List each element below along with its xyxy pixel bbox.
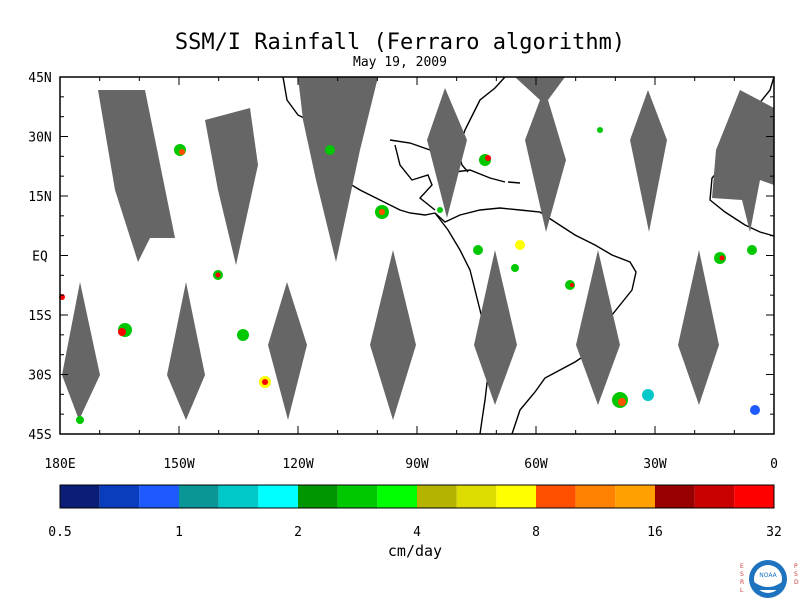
colorbar-swatch bbox=[298, 485, 338, 508]
colorbar-swatch bbox=[179, 485, 219, 508]
swath-gap bbox=[268, 282, 307, 420]
rain-patch bbox=[515, 240, 525, 250]
colorbar-swatch bbox=[377, 485, 417, 508]
colorbar bbox=[59, 484, 775, 509]
swath-gap bbox=[205, 108, 258, 265]
swath-gaps bbox=[62, 77, 774, 420]
rain-patch bbox=[262, 379, 268, 385]
longitude-label: 150W bbox=[163, 457, 194, 472]
rain-patch bbox=[597, 127, 603, 133]
rain-patch bbox=[473, 245, 483, 255]
swath-gap bbox=[62, 282, 100, 420]
colorbar-swatch bbox=[218, 485, 259, 508]
rain-patch bbox=[750, 405, 760, 415]
colorbar-swatch bbox=[99, 485, 140, 508]
longitude-label: 0 bbox=[770, 457, 778, 472]
colorbar-frame bbox=[59, 484, 775, 509]
rain-patch bbox=[379, 209, 385, 215]
swath-gap bbox=[515, 77, 566, 232]
latitude-label: 15N bbox=[28, 190, 51, 205]
colorbar-unit-label: cm/day bbox=[387, 542, 443, 560]
rain-patch bbox=[618, 398, 626, 406]
colorbar-tick-label: 16 bbox=[647, 525, 663, 540]
colorbar-swatch bbox=[60, 485, 100, 508]
colorbar-tick-label: 0.5 bbox=[48, 525, 71, 540]
colorbar-swatch bbox=[417, 485, 457, 508]
swath-gap bbox=[576, 250, 620, 405]
colorbar-swatch bbox=[258, 485, 298, 508]
latitude-label: 45N bbox=[28, 71, 51, 86]
yucatan-coast bbox=[394, 144, 436, 211]
latitude-label: 45S bbox=[28, 428, 51, 443]
swath-gap bbox=[630, 90, 667, 232]
colorbar-swatch bbox=[615, 485, 655, 508]
colorbar-swatch bbox=[456, 485, 497, 508]
longitude-label: 120W bbox=[282, 457, 313, 472]
south-america-coast bbox=[434, 207, 637, 435]
swath-gap bbox=[712, 90, 774, 232]
cuba bbox=[454, 169, 506, 183]
rain-patch bbox=[747, 245, 757, 255]
colorbar-swatch bbox=[496, 485, 536, 508]
rainfall-patches bbox=[59, 127, 760, 424]
swath-gap bbox=[98, 90, 175, 262]
swath-gap bbox=[678, 250, 719, 405]
rain-patch bbox=[642, 389, 654, 401]
colorbar-swatch bbox=[734, 485, 774, 508]
longitude-label: 30W bbox=[643, 457, 667, 472]
rain-patch bbox=[76, 416, 84, 424]
swath-gap bbox=[427, 88, 467, 218]
map-title: SSM/I Rainfall (Ferraro algorithm) bbox=[174, 30, 626, 55]
rain-patch bbox=[325, 145, 335, 155]
swath-gap bbox=[474, 250, 517, 405]
colorbar-tick-label: 4 bbox=[413, 525, 421, 540]
rain-patch bbox=[118, 328, 126, 336]
map-background bbox=[60, 77, 774, 434]
colorbar-tick-label: 1 bbox=[175, 525, 183, 540]
swath-gap bbox=[298, 77, 378, 262]
longitude-label: 60W bbox=[524, 457, 548, 472]
rain-patch bbox=[237, 329, 249, 341]
latitude-label: EQ bbox=[32, 250, 48, 265]
colorbar-tick-label: 32 bbox=[766, 525, 782, 540]
rain-patch bbox=[570, 283, 574, 287]
map-date: May 19, 2009 bbox=[353, 55, 447, 70]
rain-patch bbox=[511, 264, 519, 272]
rain-patch bbox=[485, 155, 491, 161]
swath-gap bbox=[167, 282, 205, 420]
colorbar-tick-label: 2 bbox=[294, 525, 302, 540]
swath-gap bbox=[370, 250, 416, 420]
longitude-label: 90W bbox=[405, 457, 429, 472]
hispaniola bbox=[507, 181, 521, 184]
latitude-label: 30N bbox=[28, 131, 51, 146]
longitude-label: 180E bbox=[44, 457, 75, 472]
colorbar-tick-label: 8 bbox=[532, 525, 540, 540]
colorbar-swatch bbox=[337, 485, 378, 508]
rain-patch bbox=[215, 272, 221, 278]
colorbar-labels: 0.5 1 2 4 8 16 32 bbox=[48, 525, 782, 540]
colorbar-swatch bbox=[694, 485, 735, 508]
latitude-label: 15S bbox=[28, 309, 51, 324]
logo-center-text: NOAA bbox=[759, 572, 777, 579]
rain-patch bbox=[179, 149, 185, 155]
longitude-labels: 180E 150W 120W 90W 60W 30W 0 bbox=[44, 457, 778, 472]
rain-patch bbox=[437, 207, 443, 213]
latitude-label: 30S bbox=[28, 369, 51, 384]
axis-ticks bbox=[59, 76, 775, 435]
rain-patch bbox=[719, 255, 725, 261]
latitude-labels: 45N 30N 15N EQ 15S 30S 45S bbox=[28, 71, 51, 443]
colorbar-swatch bbox=[536, 485, 576, 508]
colorbar-swatch bbox=[655, 485, 695, 508]
colorbar-swatch bbox=[575, 485, 616, 508]
colorbar-swatch bbox=[139, 485, 179, 508]
